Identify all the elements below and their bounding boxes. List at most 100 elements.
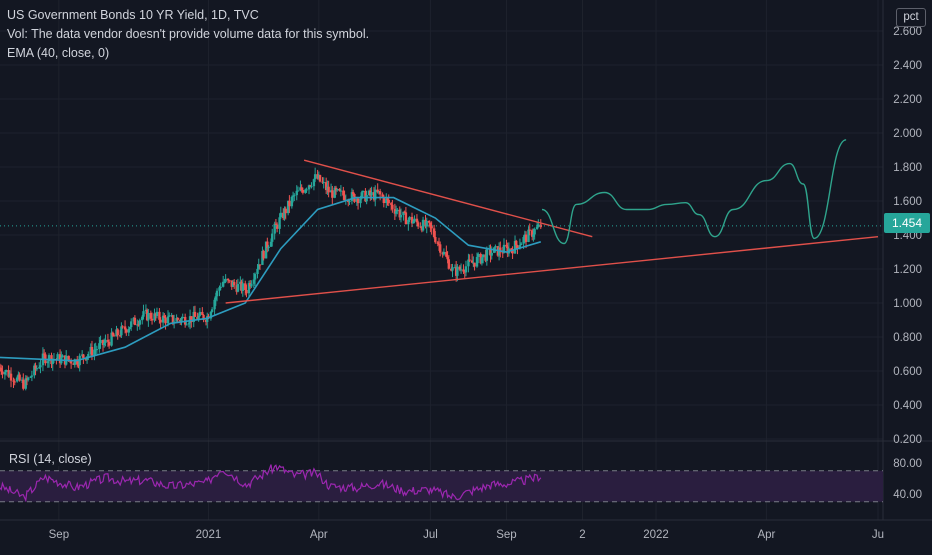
candle-body bbox=[175, 318, 178, 322]
candle-body bbox=[230, 280, 233, 287]
candle-body bbox=[80, 354, 84, 356]
candle-body bbox=[72, 363, 75, 365]
candle-body bbox=[293, 195, 296, 197]
candle-body bbox=[376, 189, 379, 193]
candle-body bbox=[494, 246, 497, 248]
candle-body bbox=[244, 283, 247, 290]
candle-body bbox=[115, 329, 118, 337]
candle-body bbox=[267, 246, 270, 249]
candle-body bbox=[145, 309, 149, 321]
candle-body bbox=[30, 375, 34, 377]
time-axis-label: 2021 bbox=[196, 529, 222, 541]
time-axis-label: Sep bbox=[496, 529, 516, 541]
candle-body bbox=[25, 378, 29, 380]
trendline-lower bbox=[225, 236, 879, 304]
rsi-line bbox=[0, 464, 542, 503]
candle-body bbox=[453, 267, 457, 269]
candle-body bbox=[87, 354, 90, 357]
candle-body bbox=[309, 185, 312, 187]
candle-body bbox=[407, 219, 410, 225]
candle-body bbox=[7, 369, 10, 377]
candle-body bbox=[286, 200, 290, 214]
time-axis-label: Apr bbox=[757, 529, 775, 541]
candle-body bbox=[128, 327, 132, 329]
candle-body bbox=[252, 279, 256, 284]
symbol-title[interactable]: US Government Bonds 10 YR Yield, 1D, TVC bbox=[7, 8, 259, 22]
candle-body bbox=[0, 367, 3, 372]
candle-body bbox=[333, 187, 336, 198]
candle-body bbox=[329, 190, 333, 193]
candle-body bbox=[351, 192, 355, 194]
rsi-legend[interactable]: RSI (14, close) bbox=[7, 452, 94, 466]
candle-body bbox=[274, 223, 278, 225]
time-axis-label: 2 bbox=[579, 529, 585, 541]
candle-body bbox=[282, 212, 285, 219]
candle-body bbox=[470, 260, 474, 263]
candle-body bbox=[437, 243, 441, 245]
candle-body bbox=[239, 281, 242, 285]
candle-body bbox=[322, 182, 325, 184]
candle-body bbox=[18, 374, 21, 381]
candle-body bbox=[412, 221, 415, 224]
candle-body bbox=[424, 219, 427, 227]
candle-body bbox=[374, 189, 377, 200]
candle-body bbox=[339, 190, 343, 192]
ema-legend[interactable]: EMA (40, close, 0) bbox=[7, 46, 110, 60]
candle-body bbox=[166, 316, 170, 324]
candle-body bbox=[385, 198, 388, 204]
candle-body bbox=[343, 195, 346, 201]
candle-body bbox=[284, 208, 287, 214]
candle-body bbox=[179, 319, 182, 322]
candle-body bbox=[475, 256, 479, 267]
candle-body bbox=[137, 324, 140, 326]
candle-body bbox=[266, 241, 269, 249]
candle-body bbox=[188, 316, 192, 324]
candle-body bbox=[127, 328, 130, 333]
candle-body bbox=[468, 259, 471, 261]
candle-body bbox=[484, 254, 487, 261]
candle-body bbox=[413, 218, 416, 222]
candle-body bbox=[125, 329, 128, 333]
candle-body bbox=[291, 195, 295, 197]
candle-body bbox=[381, 194, 384, 197]
candle-body bbox=[228, 280, 231, 282]
candle-body bbox=[369, 190, 372, 196]
candle-body bbox=[262, 250, 265, 259]
candle-body bbox=[155, 311, 159, 317]
price-unit-badge[interactable]: pct bbox=[896, 8, 926, 27]
candle-body bbox=[112, 335, 116, 337]
candle-body bbox=[283, 208, 286, 219]
candle-body bbox=[210, 309, 214, 312]
candle-body bbox=[408, 216, 411, 220]
candle-body bbox=[404, 212, 408, 225]
candle-body bbox=[163, 315, 166, 318]
candle-body bbox=[154, 313, 157, 317]
candle-body bbox=[136, 324, 139, 326]
candle-body bbox=[111, 332, 115, 336]
candle-body bbox=[442, 251, 446, 255]
candle-body bbox=[236, 284, 240, 292]
candle-body bbox=[150, 318, 154, 321]
candle-body bbox=[275, 224, 279, 229]
candle-body bbox=[138, 320, 141, 325]
candle-body bbox=[427, 220, 431, 223]
candle-body bbox=[231, 282, 235, 287]
candle-body bbox=[516, 245, 519, 249]
candle-body bbox=[240, 281, 243, 291]
candle-body bbox=[318, 175, 322, 182]
candle-body bbox=[95, 349, 99, 351]
candle-body bbox=[35, 368, 38, 370]
candle-body bbox=[4, 369, 8, 373]
candle-body bbox=[180, 318, 183, 322]
candle-body bbox=[171, 315, 175, 323]
candle-body bbox=[3, 372, 7, 375]
candle-body bbox=[224, 278, 227, 282]
candle-body bbox=[141, 316, 144, 321]
candle-body bbox=[299, 187, 302, 191]
candle-body bbox=[69, 360, 73, 364]
candle-body bbox=[290, 196, 294, 207]
candle-body bbox=[198, 311, 202, 316]
candle-body bbox=[305, 189, 308, 191]
